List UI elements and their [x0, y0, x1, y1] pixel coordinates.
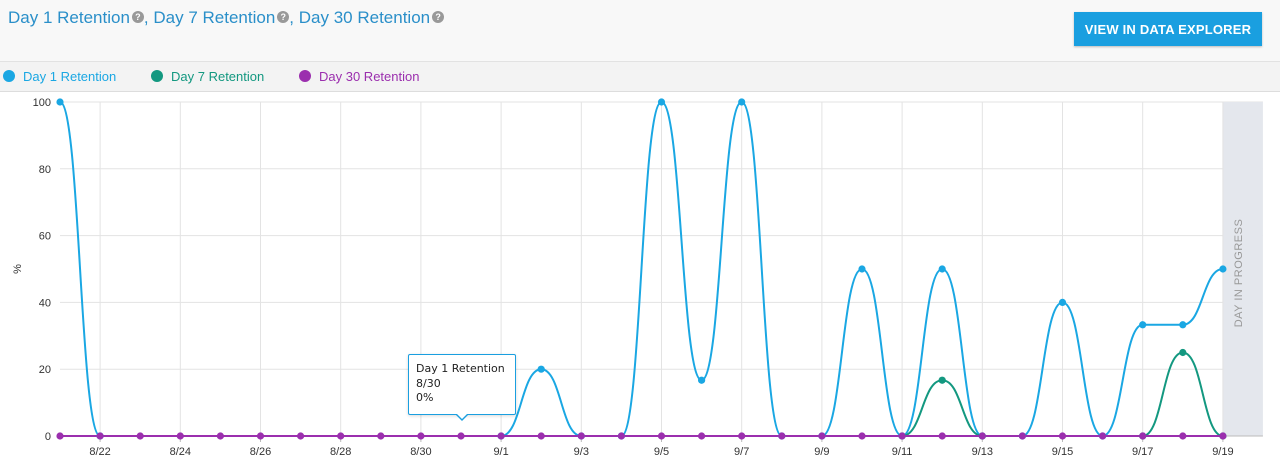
data-point: [938, 265, 946, 273]
y-tick-label: 40: [39, 297, 51, 309]
tooltip-series: Day 1 Retention: [416, 362, 505, 375]
title-day30[interactable]: Day 30 Retention: [298, 8, 431, 27]
x-tick-label: 9/13: [972, 446, 993, 458]
help-icon[interactable]: ?: [432, 11, 445, 23]
x-tick-label: 9/1: [493, 446, 508, 458]
data-point: [537, 365, 545, 373]
x-tick-label: 8/22: [89, 446, 110, 458]
x-tick-label: 9/5: [654, 446, 669, 458]
data-point: [657, 98, 666, 106]
data-point: [176, 432, 184, 440]
legend-label: Day 7 Retention: [171, 69, 265, 84]
data-point: [1018, 432, 1026, 440]
legend-label: Day 1 Retention: [23, 69, 117, 84]
data-point: [497, 432, 505, 440]
x-tick-label: 9/17: [1132, 446, 1153, 458]
x-tick-label: 9/7: [734, 446, 749, 458]
y-tick-label: 20: [39, 364, 51, 376]
x-tick-label: 8/24: [170, 446, 191, 458]
data-point: [978, 432, 986, 440]
data-point: [417, 432, 425, 440]
title-day1[interactable]: Day 1 Retention: [8, 8, 130, 27]
data-point: [577, 432, 585, 440]
x-tick-label: 8/28: [330, 446, 351, 458]
chart-tooltip: Day 1 Retention 8/30 0%: [408, 354, 516, 421]
chart-legend: Day 1 Retention Day 7 Retention Day 30 R…: [0, 62, 1280, 92]
help-icon[interactable]: ?: [277, 11, 290, 23]
title-separator: ,: [143, 8, 149, 27]
legend-dot-icon: [151, 70, 163, 82]
title-day7[interactable]: Day 7 Retention: [153, 8, 276, 27]
x-tick-label: 9/9: [814, 446, 829, 458]
data-point: [256, 432, 265, 440]
data-point: [537, 432, 545, 440]
series-line: [1142, 351, 1224, 437]
data-point: [898, 432, 906, 440]
x-tick-label: 9/15: [1052, 446, 1073, 458]
data-point: [216, 432, 224, 440]
data-point: [698, 432, 706, 440]
data-point: [1219, 432, 1227, 440]
line-chart: 0 20 40 60 80 100 DAY IN PROGRESS 8/22 8/24 8/26 8…: [12, 97, 1263, 458]
data-point: [1058, 432, 1067, 440]
data-point: [1139, 432, 1147, 440]
data-point: [337, 432, 345, 440]
day-in-progress-band: [1222, 102, 1263, 436]
data-point: [1179, 348, 1187, 357]
y-tick-label: 0: [45, 431, 51, 443]
series-line: [59, 101, 102, 437]
data-point: [1058, 298, 1067, 306]
data-point: [778, 432, 786, 440]
x-tick-label: 8/30: [410, 446, 431, 458]
data-point: [56, 432, 64, 440]
data-point: [1139, 321, 1147, 329]
data-point: [738, 98, 746, 106]
data-point: [738, 432, 746, 440]
data-point: [136, 432, 144, 440]
title-separator: ,: [289, 8, 295, 27]
data-point: [96, 432, 104, 440]
y-tick-label: 80: [39, 164, 51, 176]
x-tick-label: 9/11: [892, 446, 913, 458]
data-point: [938, 376, 946, 384]
data-point: [818, 432, 826, 440]
chart-title: Day 1 Retention?, Day 7 Retention?, Day …: [8, 8, 445, 28]
data-point: [377, 432, 385, 440]
help-icon[interactable]: ?: [131, 11, 144, 23]
data-point: [858, 432, 866, 440]
tooltip-arrow-inner: [456, 413, 468, 419]
y-tick-label: 100: [33, 97, 51, 109]
band-label: DAY IN PROGRESS: [1233, 219, 1245, 328]
legend-item-day30[interactable]: Day 30 Retention: [299, 69, 419, 84]
data-point: [1179, 321, 1187, 329]
data-point: [56, 98, 64, 106]
legend-item-day7[interactable]: Day 7 Retention: [151, 69, 264, 84]
data-point: [457, 432, 465, 440]
x-tick-label: 8/26: [250, 446, 271, 458]
data-point: [1099, 432, 1107, 440]
data-point: [938, 432, 946, 440]
view-in-data-explorer-button[interactable]: VIEW IN DATA EXPLORER: [1074, 12, 1262, 46]
tooltip-date: 8/30: [416, 376, 441, 390]
legend-dot-icon: [299, 70, 311, 82]
data-point: [297, 432, 305, 440]
x-tick-label: 9/3: [574, 446, 589, 458]
legend-dot-icon: [3, 70, 15, 82]
data-point: [1179, 432, 1187, 440]
legend-label: Day 30 Retention: [319, 69, 420, 84]
x-tick-label: 9/19: [1212, 446, 1233, 458]
y-axis-label: %: [12, 264, 24, 274]
series-line: [500, 100, 1224, 438]
legend-item-day1[interactable]: Day 1 Retention: [3, 69, 116, 84]
data-point: [698, 376, 706, 384]
data-point: [617, 432, 626, 440]
data-point: [1219, 265, 1227, 273]
data-point: [657, 432, 666, 440]
y-tick-label: 60: [39, 231, 51, 243]
data-point: [858, 265, 866, 273]
chart-header: Day 1 Retention?, Day 7 Retention?, Day …: [0, 0, 1280, 62]
tooltip-value: 0%: [416, 391, 434, 404]
